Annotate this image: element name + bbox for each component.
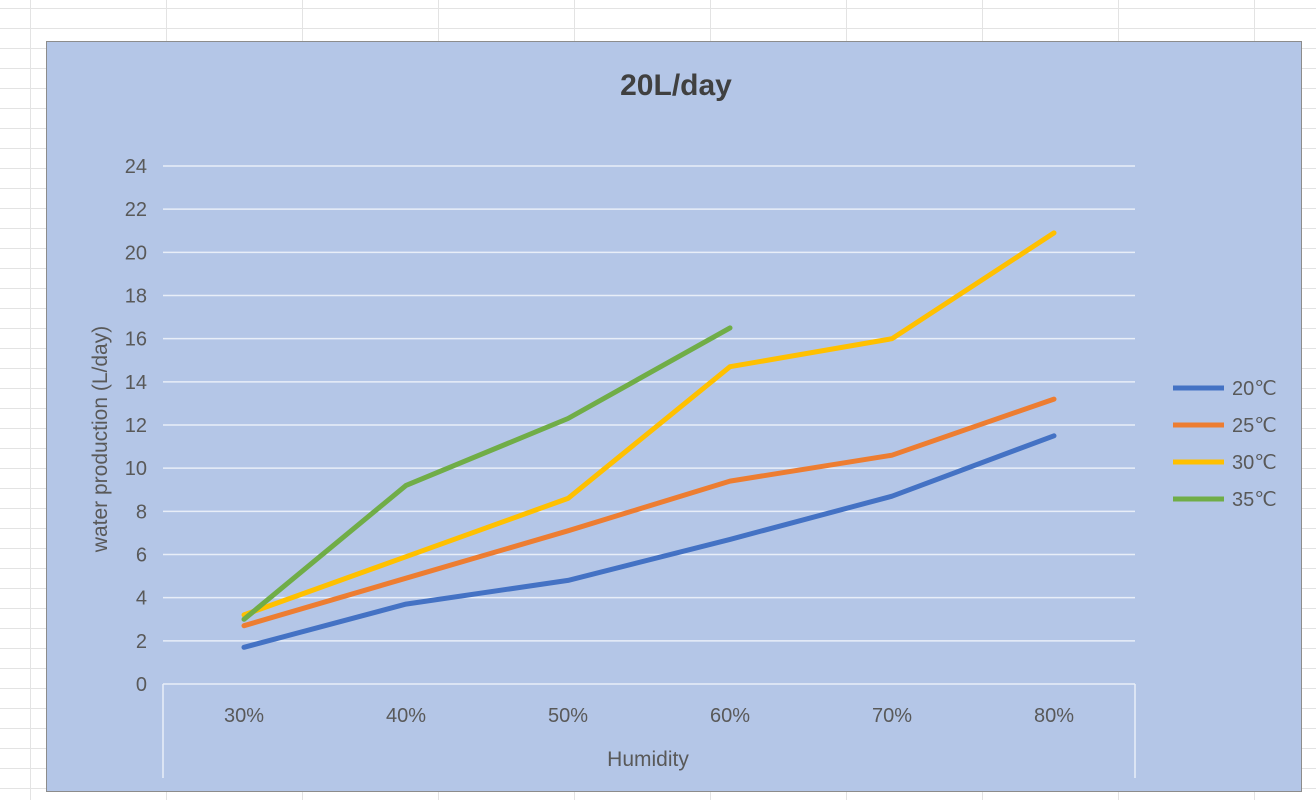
series-line-3	[241, 230, 1057, 618]
x-tick-label: 60%	[710, 705, 750, 727]
legend-item[interactable]: 35℃	[1173, 489, 1277, 511]
y-tick-label: 18	[125, 286, 147, 308]
y-tick-label: 10	[125, 458, 147, 480]
legend-item[interactable]: 20℃	[1173, 378, 1277, 400]
chart-title: 20L/day	[620, 69, 732, 102]
legend-label: 35℃	[1232, 489, 1277, 511]
y-tick-label: 22	[125, 199, 147, 221]
y-tick-label: 24	[125, 156, 147, 178]
chart-area[interactable]: 20L/day 0 2 4 6 8 10 12 14 16 18 20 22 24 30% 40% 50% 6…	[46, 41, 1302, 792]
y-axis-title: water production (L/day)	[89, 326, 112, 553]
legend-item[interactable]: 25℃	[1173, 415, 1277, 437]
x-axis-ticks: 30% 40% 50% 60% 70% 80%	[224, 705, 1074, 727]
legend-label: 25℃	[1232, 415, 1277, 437]
legend-label: 30℃	[1232, 452, 1277, 474]
y-tick-label: 4	[136, 588, 147, 610]
y-tick-label: 8	[136, 501, 147, 523]
series-line-1	[241, 433, 1057, 650]
x-tick-label: 40%	[386, 705, 426, 727]
x-tick-label: 50%	[548, 705, 588, 727]
x-tick-label: 30%	[224, 705, 264, 727]
y-tick-label: 0	[136, 674, 147, 696]
series-line-4	[241, 325, 733, 622]
series-line-2	[241, 396, 1057, 629]
legend[interactable]: 20℃ 25℃ 30℃ 35℃	[1173, 378, 1277, 511]
series-lines	[241, 230, 1057, 650]
y-tick-label: 6	[136, 545, 147, 567]
gridlines	[163, 165, 1135, 642]
x-tick-label: 70%	[872, 705, 912, 727]
legend-label: 20℃	[1232, 378, 1277, 400]
x-axis-title: Humidity	[607, 748, 689, 771]
y-tick-label: 20	[125, 242, 147, 264]
y-tick-label: 14	[125, 372, 147, 394]
y-tick-label: 12	[125, 415, 147, 437]
y-tick-label: 16	[125, 329, 147, 351]
legend-item[interactable]: 30℃	[1173, 452, 1277, 474]
y-tick-label: 2	[136, 631, 147, 653]
x-tick-label: 80%	[1034, 705, 1074, 727]
axes	[162, 683, 1136, 778]
